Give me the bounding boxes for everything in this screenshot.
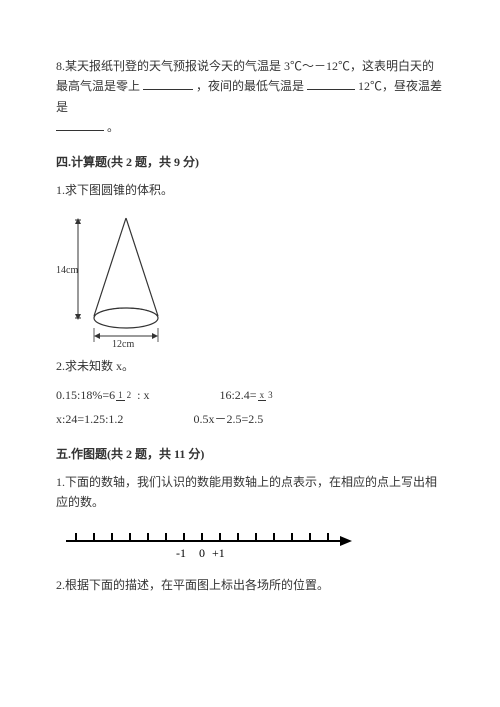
equation-c: x:24=1.25:1.2 <box>56 409 123 429</box>
axis-label-neg1: -1 <box>176 546 186 560</box>
s4-q1-text: 1.求下图圆锥的体积。 <box>56 180 444 200</box>
q8-text-tail: 。 <box>107 120 119 134</box>
equation-b: 16:2.4=x3 <box>219 385 275 405</box>
equation-row-1: 0.15:18%=612 : x 16:2.4=x3 <box>56 385 444 405</box>
equation-d: 0.5x－2.5=2.5 <box>193 409 263 429</box>
q8-blank-3[interactable] <box>56 120 104 131</box>
section-5-header: 五.作图题(共 2 题，共 11 分) <box>56 444 444 464</box>
cone-icon: 14cm 12cm <box>56 208 186 348</box>
s5-q2-text: 2.根据下面的描述，在平面图上标出各场所的位置。 <box>56 575 444 595</box>
equation-row-2: x:24=1.25:1.2 0.5x－2.5=2.5 <box>56 409 444 429</box>
q8-blank-1[interactable] <box>143 79 193 90</box>
s5-q1-text: 1.下面的数轴，我们认识的数能用数轴上的点表示，在相应的点上写出相应的数。 <box>56 472 444 513</box>
cone-height-label: 14cm <box>56 265 78 276</box>
number-line-figure: -1 0 +1 <box>56 521 444 567</box>
axis-label-pos1: +1 <box>212 546 225 560</box>
cone-figure: 14cm 12cm <box>56 208 444 348</box>
cone-diameter-label: 12cm <box>112 339 134 348</box>
q8-blank-2[interactable] <box>307 79 355 90</box>
equation-a: 0.15:18%=612 : x <box>56 385 149 405</box>
question-8: 8.某天报纸刊登的天气预报说今天的气温是 3℃～－12℃，这表明白天的最高气温是… <box>56 56 444 138</box>
s4-q2-text: 2.求未知数 x。 <box>56 356 444 376</box>
section-4-header: 四.计算题(共 2 题，共 9 分) <box>56 152 444 172</box>
q8-text-seg2: ，夜间的最低气温是 <box>196 79 304 93</box>
number-line-icon: -1 0 +1 <box>56 521 356 567</box>
axis-label-0: 0 <box>199 546 205 560</box>
